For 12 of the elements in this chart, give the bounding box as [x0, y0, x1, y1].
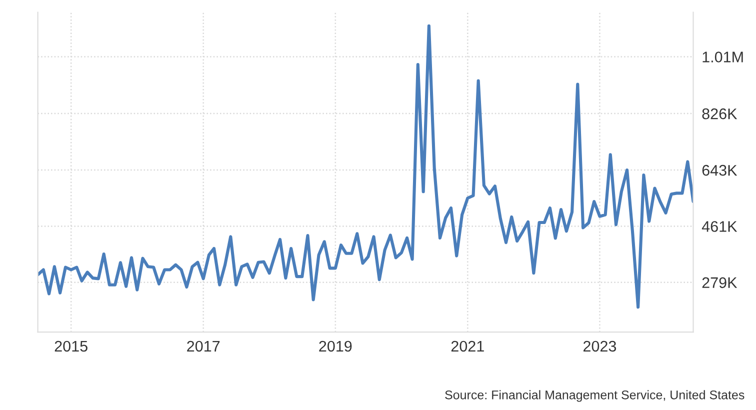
y-tick-label: 461K [702, 221, 738, 232]
x-tick-label: 2015 [54, 340, 88, 352]
y-tick-label: 279K [702, 277, 738, 288]
line-series [38, 24, 694, 309]
x-tick-label: 2019 [319, 340, 352, 352]
x-tick-label: 2017 [187, 340, 220, 352]
y-tick-label: 826K [702, 108, 738, 120]
x-tick-label: 2021 [451, 340, 484, 352]
y-tick-label: 1.01M [702, 52, 743, 62]
x-tick-label: 2023 [583, 340, 616, 352]
source-note: Source: Financial Management Service, United States [445, 390, 744, 402]
y-tick-label: 643K [702, 164, 738, 176]
